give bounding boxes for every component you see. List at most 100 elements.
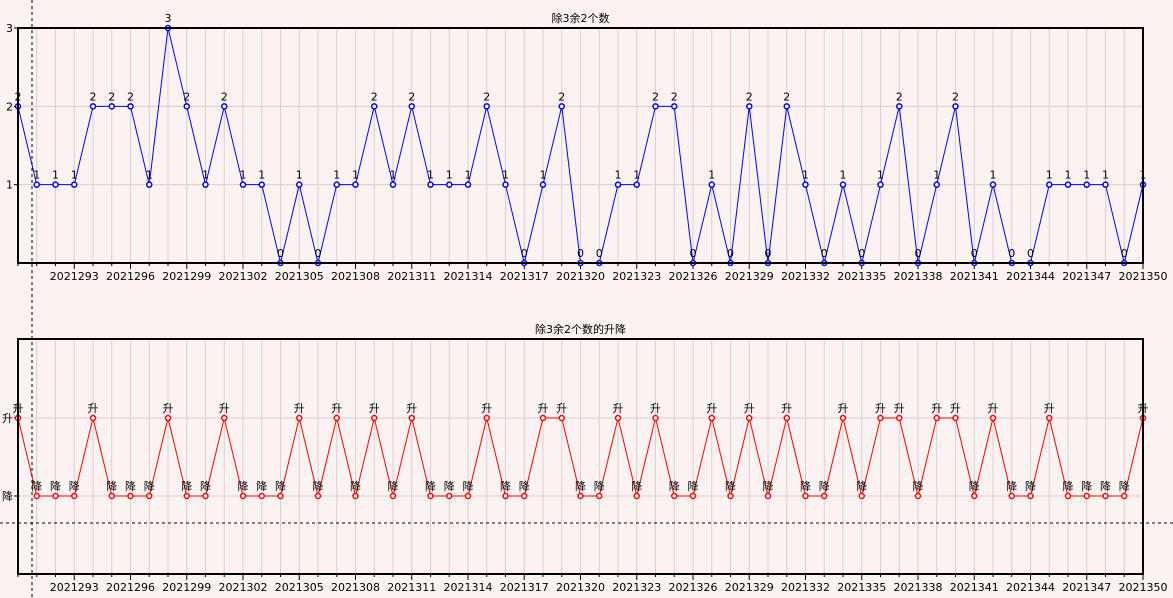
x-tick-label: 2021314 <box>444 270 493 283</box>
data-label: 1 <box>427 169 434 182</box>
top-grid <box>17 28 1144 263</box>
x-tick-label: 2021299 <box>162 581 211 594</box>
data-label: 1 <box>52 169 59 182</box>
data-label: 降 <box>125 479 136 493</box>
data-point <box>933 414 940 422</box>
bottom-x-ticks: 2021293 2021296 2021299 2021302 2021305 20213… <box>17 574 1168 594</box>
data-point <box>277 492 284 500</box>
data-label: 0 <box>521 247 528 260</box>
data-label: 降 <box>181 479 192 493</box>
data-label: 降 <box>275 479 286 493</box>
data-label: 1 <box>146 169 153 182</box>
data-point <box>333 181 340 188</box>
data-label: 2 <box>127 90 134 103</box>
x-tick-label: 2021305 <box>275 270 324 283</box>
data-label: 1 <box>390 169 397 182</box>
data-point <box>764 492 772 500</box>
data-point <box>202 181 209 188</box>
data-point <box>108 492 115 500</box>
bottom-grid <box>17 339 1144 574</box>
data-label: 1 <box>33 169 40 182</box>
data-label: 降 <box>519 479 530 493</box>
data-label: 升 <box>406 402 417 415</box>
data-label: 降 <box>688 479 699 493</box>
y-tick-label: 升 <box>2 412 13 425</box>
x-tick-label: 2021344 <box>1006 581 1055 594</box>
y-tick-label: 3 <box>6 22 13 35</box>
x-tick-label: 2021341 <box>950 270 999 283</box>
data-point <box>596 492 603 500</box>
data-point <box>483 414 490 422</box>
top-chart-title: 除3余2个数 <box>552 11 610 25</box>
data-point <box>464 181 472 188</box>
data-label: 1 <box>1083 169 1090 182</box>
data-label: 升 <box>163 402 174 415</box>
x-tick-label: 2021311 <box>387 270 436 283</box>
data-point <box>877 181 884 188</box>
data-label: 1 <box>840 169 847 182</box>
x-tick-label: 2021332 <box>781 581 830 594</box>
data-point <box>33 181 40 188</box>
bottom-plot-frame <box>17 338 1144 575</box>
data-point <box>127 492 134 500</box>
data-label: 1 <box>1102 169 1109 182</box>
data-point <box>71 492 78 500</box>
data-label: 0 <box>971 247 978 260</box>
data-label: 2 <box>896 90 903 103</box>
y-tick-label: 1 <box>6 179 13 192</box>
bottom-y-ticks: 升降 <box>2 412 18 503</box>
data-point <box>614 414 622 422</box>
data-label: 降 <box>669 479 680 493</box>
data-point <box>671 492 678 500</box>
data-point <box>408 103 415 110</box>
data-point <box>896 414 903 422</box>
data-label: 降 <box>1100 479 1111 493</box>
data-label: 1 <box>258 169 265 182</box>
data-label: 1 <box>540 169 547 182</box>
data-point <box>933 181 940 188</box>
data-label: 升 <box>950 402 961 415</box>
data-label: 0 <box>727 247 734 260</box>
top-plot-frame <box>17 27 1144 264</box>
x-tick-label: 2021332 <box>781 270 830 283</box>
data-point <box>352 492 359 500</box>
data-label: 降 <box>31 479 42 493</box>
data-point <box>1008 492 1015 500</box>
data-point <box>183 492 190 500</box>
data-label: 降 <box>388 479 399 493</box>
data-label: 0 <box>277 247 284 260</box>
data-point <box>671 103 678 110</box>
data-point <box>746 414 753 422</box>
chart-top: 除3余2个数 123 2021293 2021296 2021299 2021302 2… <box>6 11 1168 283</box>
data-point <box>239 181 247 188</box>
data-point <box>1083 181 1090 188</box>
data-label: 0 <box>1027 247 1034 260</box>
data-point <box>858 492 865 500</box>
data-label: 升 <box>88 402 99 415</box>
data-point <box>258 492 265 500</box>
data-point <box>558 414 565 422</box>
data-point <box>896 103 903 110</box>
data-point <box>839 181 847 188</box>
data-point <box>483 103 490 110</box>
data-point <box>202 492 209 500</box>
data-label: 降 <box>69 479 80 493</box>
x-tick-label: 2021347 <box>1062 270 1111 283</box>
data-label: 降 <box>1081 479 1092 493</box>
data-point <box>427 492 434 500</box>
data-label: 0 <box>858 247 865 260</box>
data-label: 升 <box>613 402 624 415</box>
data-point <box>1046 181 1053 188</box>
data-point <box>914 492 922 500</box>
data-label: 0 <box>1008 247 1015 260</box>
data-label: 1 <box>708 169 715 182</box>
data-label: 降 <box>444 479 455 493</box>
data-label: 降 <box>500 479 511 493</box>
data-label: 降 <box>50 479 61 493</box>
x-tick-label: 2021347 <box>1062 581 1111 594</box>
data-label: 1 <box>1065 169 1072 182</box>
data-label: 2 <box>652 90 659 103</box>
x-tick-label: 2021308 <box>331 270 380 283</box>
data-point <box>633 492 640 500</box>
data-point <box>108 103 115 110</box>
